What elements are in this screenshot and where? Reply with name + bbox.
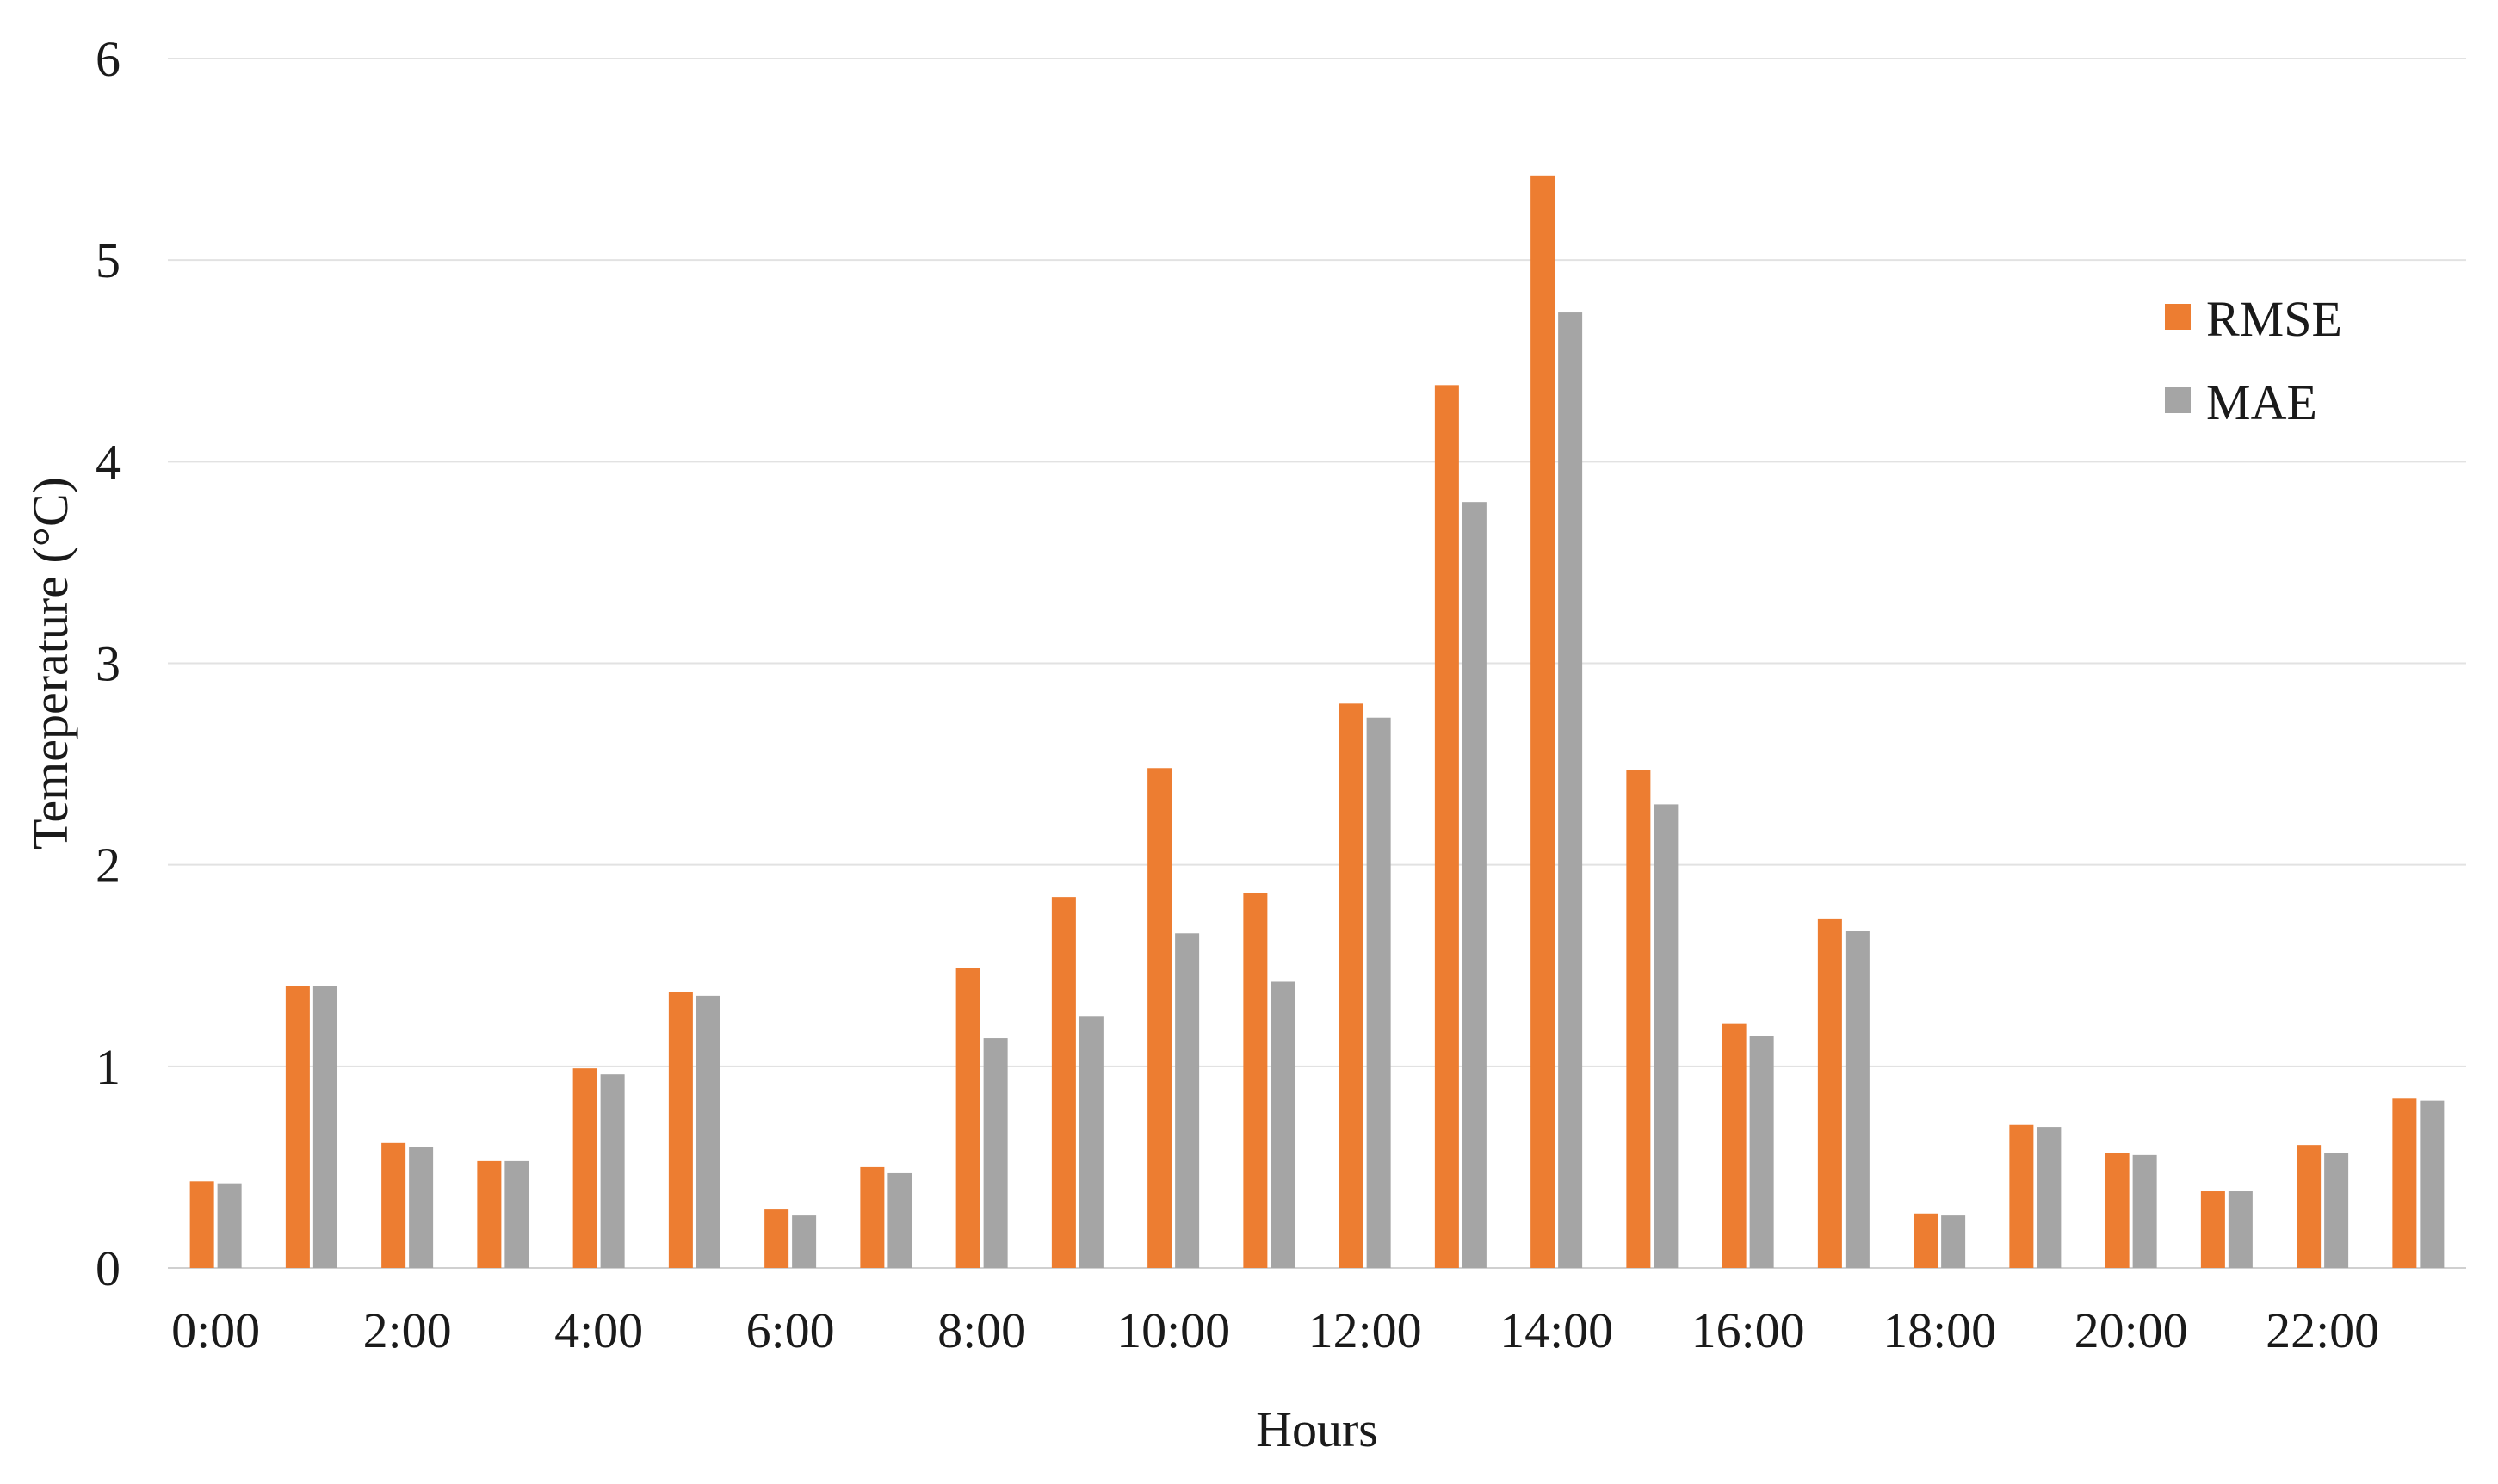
legend-swatch-mae — [2165, 387, 2191, 413]
bar-mae-700 — [887, 1172, 912, 1268]
bar-mae-500 — [696, 995, 720, 1268]
bar-rmse-2300 — [2392, 1098, 2417, 1268]
legend-label-mae: MAE — [2206, 374, 2317, 430]
y-tick-label: 0 — [96, 1240, 121, 1296]
bar-mae-2300 — [2420, 1100, 2445, 1268]
y-axis-title: Temeperature (°C) — [22, 477, 78, 850]
bar-rmse-1500 — [1626, 770, 1651, 1268]
x-tick-label: 14:00 — [1499, 1302, 1613, 1358]
y-tick-label: 2 — [96, 838, 121, 893]
bar-rmse-2000 — [2105, 1153, 2130, 1268]
x-tick-label: 20:00 — [2074, 1302, 2188, 1358]
bar-rmse-1000 — [1147, 768, 1172, 1268]
x-tick-label: 4:00 — [554, 1302, 643, 1358]
bar-mae-300 — [504, 1160, 529, 1268]
bar-mae-600 — [792, 1215, 817, 1268]
bar-rmse-1300 — [1434, 385, 1459, 1269]
gridlines — [168, 58, 2466, 1269]
bar-mae-200 — [409, 1147, 434, 1268]
bar-mae-900 — [1079, 1016, 1104, 1268]
bar-mae-1600 — [1749, 1036, 1774, 1268]
bar-mae-1500 — [1654, 804, 1679, 1268]
bar-rmse-1400 — [1530, 175, 1555, 1269]
x-tick-label: 22:00 — [2266, 1302, 2379, 1358]
x-axis-ticks: 0:00 2:00 4:00 6:00 8:00 10:00 12:00 14:00 16:00… — [171, 1302, 2379, 1358]
bar-mae-400 — [600, 1074, 625, 1268]
x-tick-label: 12:00 — [1308, 1302, 1422, 1358]
bar-rmse-2100 — [2200, 1191, 2225, 1268]
bar-rmse-1700 — [1817, 918, 1842, 1268]
legend-label-rmse: RMSE — [2206, 291, 2342, 347]
bar-rmse-1600 — [1722, 1023, 1747, 1268]
bar-rmse-500 — [668, 992, 693, 1268]
x-tick-label: 6:00 — [746, 1302, 835, 1358]
y-tick-label: 3 — [96, 636, 121, 692]
bar-rmse-200 — [381, 1142, 406, 1268]
x-tick-label: 18:00 — [1883, 1302, 1996, 1358]
bar-rmse-100 — [285, 986, 310, 1268]
bar-mae-1900 — [2037, 1127, 2062, 1268]
legend-swatch-rmse — [2165, 304, 2191, 330]
x-tick-label: 0:00 — [171, 1302, 260, 1358]
bar-rmse-1800 — [1914, 1213, 1938, 1268]
bar-mae-800 — [983, 1038, 1008, 1268]
bar-mae-2000 — [2132, 1154, 2157, 1268]
bar-rmse-1100 — [1243, 893, 1268, 1268]
legend: RMSE MAE — [2165, 291, 2342, 430]
bar-rmse-600 — [764, 1209, 789, 1268]
bar-mae-1800 — [1941, 1215, 1966, 1268]
bar-mae-1000 — [1175, 933, 1200, 1268]
x-tick-label: 10:00 — [1116, 1302, 1230, 1358]
bar-mae-1400 — [1558, 312, 1583, 1268]
bar-rmse-000 — [189, 1181, 214, 1268]
bar-rmse-1200 — [1339, 703, 1363, 1268]
bars — [189, 175, 2445, 1269]
y-axis-ticks: 0 1 2 3 4 5 6 — [96, 31, 121, 1296]
x-tick-label: 8:00 — [937, 1302, 1026, 1358]
y-tick-label: 6 — [96, 31, 121, 87]
bar-mae-1200 — [1366, 717, 1391, 1268]
x-axis-title: Hours — [1256, 1401, 1378, 1457]
x-tick-label: 2:00 — [363, 1302, 452, 1358]
bar-rmse-2200 — [2297, 1145, 2322, 1268]
bar-mae-000 — [217, 1183, 242, 1268]
x-tick-label: 16:00 — [1691, 1302, 1805, 1358]
bar-rmse-400 — [572, 1068, 597, 1268]
bar-mae-2200 — [2324, 1153, 2349, 1268]
bar-mae-2100 — [2228, 1191, 2253, 1268]
bar-mae-100 — [312, 986, 337, 1268]
bar-mae-1700 — [1845, 931, 1870, 1268]
bar-mae-1300 — [1462, 502, 1487, 1268]
bar-rmse-1900 — [2009, 1124, 2034, 1268]
bar-rmse-900 — [1051, 897, 1076, 1268]
bar-rmse-800 — [955, 968, 980, 1268]
y-tick-label: 5 — [96, 232, 121, 288]
bar-rmse-700 — [860, 1166, 885, 1268]
bar-mae-1100 — [1271, 981, 1295, 1268]
bar-rmse-300 — [477, 1160, 502, 1268]
y-tick-label: 1 — [96, 1039, 121, 1095]
y-tick-label: 4 — [96, 434, 121, 490]
